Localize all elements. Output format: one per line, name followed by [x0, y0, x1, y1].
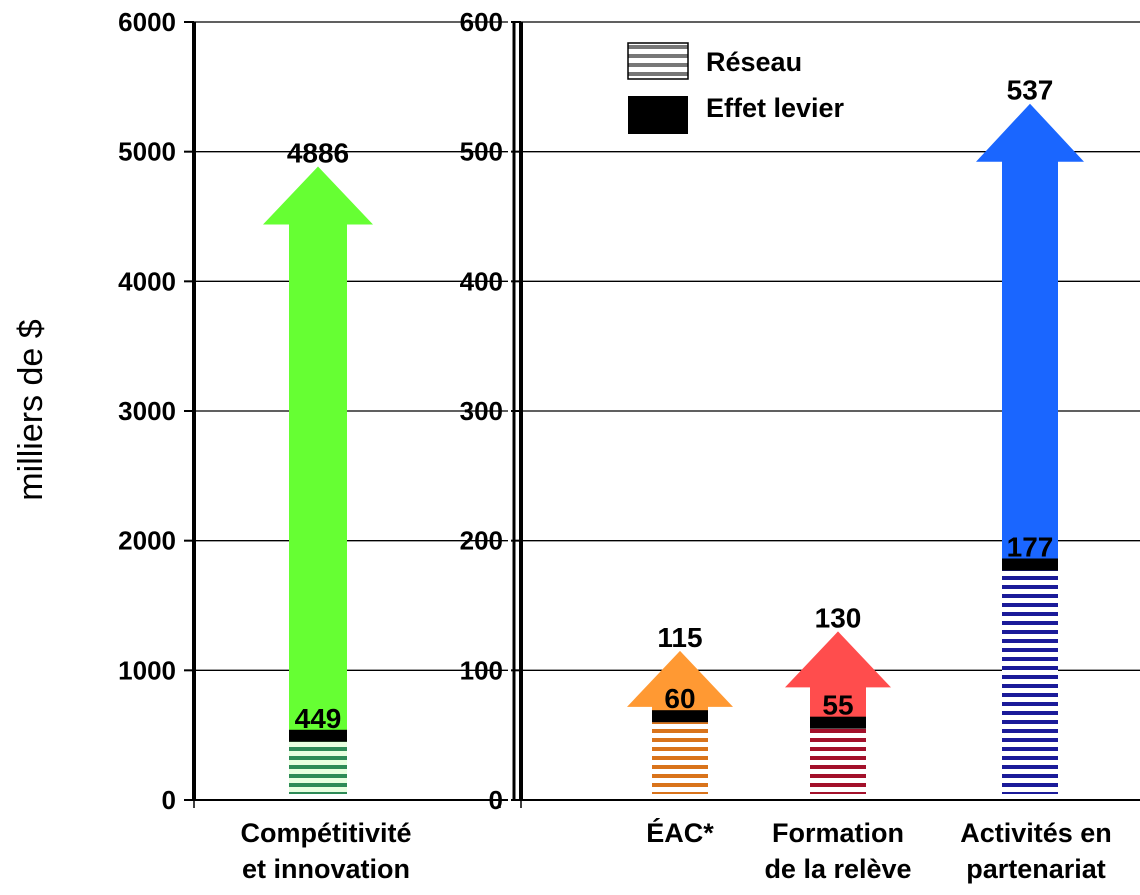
- total-value-label: 115: [657, 622, 702, 653]
- category-label: Compétitivité: [240, 818, 411, 848]
- leverage-arrow: [785, 631, 891, 729]
- network-value-label: 60: [664, 683, 695, 714]
- network-bar: [810, 728, 866, 794]
- legend: Réseau Effet levier: [627, 42, 845, 134]
- category-label: de la relève: [764, 854, 911, 884]
- legend-swatch-leverage: [628, 96, 688, 134]
- y-tick-label: 400: [460, 266, 503, 296]
- network-value-label: 449: [295, 703, 342, 734]
- category-label: ÉAC*: [646, 817, 714, 848]
- y-tick-label: 100: [460, 655, 503, 685]
- y-tick-label: 1000: [118, 655, 176, 685]
- category-label: Formation: [772, 818, 904, 848]
- legend-label-leverage: Effet levier: [706, 93, 845, 123]
- legend-swatch-network: [627, 42, 689, 80]
- y-tick-label: 0: [162, 785, 176, 815]
- legend-label-network: Réseau: [706, 47, 802, 77]
- separator-band: [1002, 558, 1058, 571]
- bars-layer: [263, 103, 1084, 794]
- network-bar: [1002, 570, 1058, 794]
- y-tick-label: 0: [489, 785, 503, 815]
- separator-band: [810, 716, 866, 729]
- y-tick-label: 5000: [118, 137, 176, 167]
- leverage-arrow: [627, 650, 733, 723]
- category-label: et innovation: [242, 854, 410, 884]
- total-value-label: 537: [1007, 75, 1054, 106]
- y-tick-label: 600: [460, 7, 503, 37]
- y-tick-label: 6000: [118, 7, 176, 37]
- y-tick-label: 300: [460, 396, 503, 426]
- labels-layer: 01000200030004000500060004494886Compétit…: [12, 7, 1112, 884]
- network-value-label: 177: [1007, 531, 1054, 562]
- category-label: Activités en: [960, 818, 1112, 848]
- total-value-label: 4886: [287, 137, 349, 168]
- network-bar: [289, 741, 347, 794]
- leverage-arrow: [263, 166, 373, 742]
- y-tick-label: 500: [460, 137, 503, 167]
- category-label: partenariat: [966, 854, 1106, 884]
- leverage-arrow: [976, 103, 1084, 571]
- separator-band: [652, 710, 708, 723]
- separator-band: [289, 729, 347, 742]
- network-bar: [652, 722, 708, 794]
- y-tick-label: 2000: [118, 526, 176, 556]
- total-value-label: 130: [815, 602, 862, 633]
- y-axis-label: milliers de $: [12, 319, 50, 500]
- y-tick-label: 4000: [118, 266, 176, 296]
- network-value-label: 55: [822, 690, 853, 721]
- y-tick-label: 200: [460, 526, 503, 556]
- axes-layer: [184, 21, 1140, 808]
- y-tick-label: 3000: [118, 396, 176, 426]
